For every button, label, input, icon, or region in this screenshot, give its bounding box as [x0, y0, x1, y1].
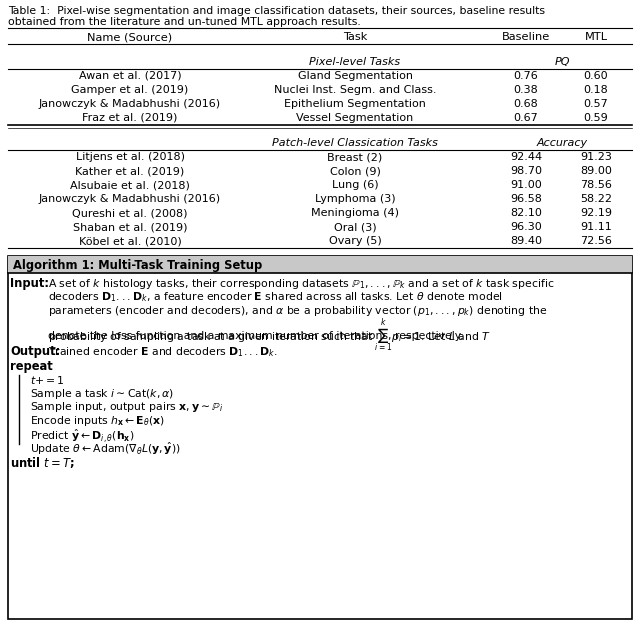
Text: Name (Source): Name (Source) — [88, 32, 173, 42]
Text: Breast (2): Breast (2) — [328, 152, 383, 162]
Text: Table 1:  Pixel-wise segmentation and image classification datasets, their sourc: Table 1: Pixel-wise segmentation and ima… — [8, 6, 545, 16]
Text: Ovary (5): Ovary (5) — [328, 236, 381, 246]
Text: 0.57: 0.57 — [584, 99, 609, 109]
Text: MTL: MTL — [584, 32, 607, 42]
Text: Awan et al. (2017): Awan et al. (2017) — [79, 71, 181, 81]
Text: Encode inputs $h_{\mathbf{x}} \leftarrow \mathbf{E}_{\theta}(\mathbf{x})$: Encode inputs $h_{\mathbf{x}} \leftarrow… — [30, 414, 165, 428]
Text: Baseline: Baseline — [502, 32, 550, 42]
Text: Accuracy: Accuracy — [536, 138, 588, 148]
Bar — [8, 256, 632, 273]
Text: Sample a task $i \sim \mathrm{Cat}(k, \alpha)$: Sample a task $i \sim \mathrm{Cat}(k, \a… — [30, 387, 174, 401]
Text: 91.11: 91.11 — [580, 222, 612, 232]
Text: 98.70: 98.70 — [510, 166, 542, 176]
Text: Lymphoma (3): Lymphoma (3) — [315, 194, 396, 204]
Text: decoders $\mathbf{D}_1...\mathbf{D}_k$, a feature encoder $\mathbf{E}$ shared ac: decoders $\mathbf{D}_1...\mathbf{D}_k$, … — [48, 291, 503, 304]
Text: Output:: Output: — [10, 346, 60, 359]
Text: PQ: PQ — [554, 57, 570, 67]
Text: Qureshi et al. (2008): Qureshi et al. (2008) — [72, 208, 188, 218]
Text: 72.56: 72.56 — [580, 236, 612, 246]
Text: Epithelium Segmentation: Epithelium Segmentation — [284, 99, 426, 109]
Text: Shaban et al. (2019): Shaban et al. (2019) — [73, 222, 188, 232]
Text: 96.30: 96.30 — [510, 222, 542, 232]
Text: Köbel et al. (2010): Köbel et al. (2010) — [79, 236, 181, 246]
Text: 91.00: 91.00 — [510, 180, 542, 190]
Text: 89.00: 89.00 — [580, 166, 612, 176]
Text: 78.56: 78.56 — [580, 180, 612, 190]
Text: Janowczyk & Madabhushi (2016): Janowczyk & Madabhushi (2016) — [39, 194, 221, 204]
Text: 0.68: 0.68 — [514, 99, 538, 109]
Text: Vessel Segmentation: Vessel Segmentation — [296, 113, 413, 123]
Text: Sample input, output pairs $\mathbf{x}, \mathbf{y} \sim \mathbb{P}_i$: Sample input, output pairs $\mathbf{x}, … — [30, 401, 223, 414]
Text: 91.23: 91.23 — [580, 152, 612, 162]
Text: Trained encoder $\mathbf{E}$ and decoders $\mathbf{D}_1...\mathbf{D}_k$.: Trained encoder $\mathbf{E}$ and decoder… — [48, 346, 278, 359]
Text: 0.59: 0.59 — [584, 113, 609, 123]
Text: Fraz et al. (2019): Fraz et al. (2019) — [83, 113, 178, 123]
Text: probability of sampling a task at a given iteration such that $\sum_{i=1}^{k} p_: probability of sampling a task at a give… — [48, 318, 491, 354]
Text: 82.10: 82.10 — [510, 208, 542, 218]
Text: Kather et al. (2019): Kather et al. (2019) — [76, 166, 184, 176]
Text: until $t = T$;: until $t = T$; — [10, 456, 75, 471]
Bar — [8, 256, 632, 619]
Text: Lung (6): Lung (6) — [332, 180, 378, 190]
Text: Nuclei Inst. Segm. and Class.: Nuclei Inst. Segm. and Class. — [274, 85, 436, 95]
Text: 0.38: 0.38 — [514, 85, 538, 95]
Text: Janowczyk & Madabhushi (2016): Janowczyk & Madabhushi (2016) — [39, 99, 221, 109]
Text: 0.67: 0.67 — [514, 113, 538, 123]
Text: 96.58: 96.58 — [510, 194, 542, 204]
Text: Update $\theta \leftarrow \mathrm{Adam}(\nabla_{\theta} L(\mathbf{y}, \hat{\math: Update $\theta \leftarrow \mathrm{Adam}(… — [30, 441, 180, 458]
Text: Pixel-level Tasks: Pixel-level Tasks — [309, 57, 401, 67]
Text: Alsubaie et al. (2018): Alsubaie et al. (2018) — [70, 180, 190, 190]
Text: repeat: repeat — [10, 360, 52, 373]
Text: Gland Segmentation: Gland Segmentation — [298, 71, 413, 81]
Text: denote the loss function and a maximum number of iterations, respectively.: denote the loss function and a maximum n… — [48, 331, 463, 341]
Text: Gamper et al. (2019): Gamper et al. (2019) — [72, 85, 189, 95]
Text: 92.19: 92.19 — [580, 208, 612, 218]
Text: Predict $\hat{\mathbf{y}} \leftarrow \mathbf{D}_{i,\theta}(\mathbf{h}_{\mathbf{x: Predict $\hat{\mathbf{y}} \leftarrow \ma… — [30, 428, 134, 445]
Text: Patch-level Classication Tasks: Patch-level Classication Tasks — [272, 138, 438, 148]
Text: Algorithm 1: Multi-Task Training Setup: Algorithm 1: Multi-Task Training Setup — [13, 259, 262, 272]
Text: 89.40: 89.40 — [510, 236, 542, 246]
Text: Input:: Input: — [10, 277, 49, 290]
Text: 58.22: 58.22 — [580, 194, 612, 204]
Text: 0.76: 0.76 — [514, 71, 538, 81]
Text: 0.60: 0.60 — [584, 71, 608, 81]
Text: $t{+} = 1$: $t{+} = 1$ — [30, 374, 65, 386]
Text: 92.44: 92.44 — [510, 152, 542, 162]
Text: obtained from the literature and un-tuned MTL approach results.: obtained from the literature and un-tune… — [8, 17, 361, 27]
Text: Oral (3): Oral (3) — [333, 222, 376, 232]
Text: Task: Task — [343, 32, 367, 42]
Text: Litjens et al. (2018): Litjens et al. (2018) — [76, 152, 184, 162]
Text: A set of $k$ histology tasks, their corresponding datasets $\mathbb{P}_1, ..., \: A set of $k$ histology tasks, their corr… — [48, 277, 554, 291]
Text: Meningioma (4): Meningioma (4) — [311, 208, 399, 218]
Text: 0.18: 0.18 — [584, 85, 609, 95]
Text: parameters (encoder and decoders), and $\alpha$ be a probability vector $(p_1, .: parameters (encoder and decoders), and $… — [48, 304, 547, 318]
Text: Colon (9): Colon (9) — [330, 166, 380, 176]
